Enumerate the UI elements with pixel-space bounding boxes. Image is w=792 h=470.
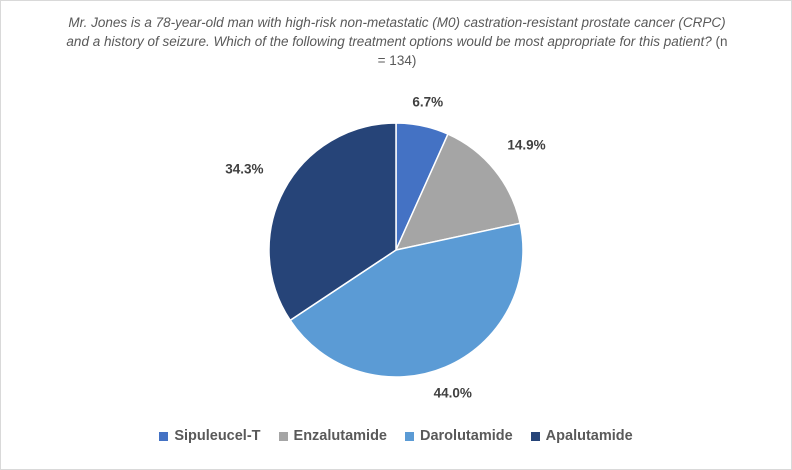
pie-slice-darolutamide	[289, 222, 524, 378]
legend-item-apalutamide: Apalutamide	[530, 428, 633, 444]
legend-swatch	[159, 431, 169, 441]
legend-label: Darolutamide	[420, 428, 513, 444]
legend-label: Enzalutamide	[293, 428, 387, 444]
pie-slice-apalutamide	[268, 122, 397, 322]
legend-swatch	[278, 431, 288, 441]
legend-item-enzalutamide: Enzalutamide	[278, 428, 387, 444]
legend-swatch	[530, 431, 540, 441]
legend-item-darolutamide: Darolutamide	[405, 428, 513, 444]
data-label-darolutamide: 44.0%	[434, 386, 472, 401]
data-label-enzalutamide: 14.9%	[507, 137, 545, 152]
data-label-apalutamide: 34.3%	[225, 162, 263, 177]
legend-swatch	[405, 431, 414, 441]
legend-label: Apalutamide	[545, 428, 633, 444]
sample-size: (n = 134)	[377, 34, 728, 68]
pie-slices	[268, 122, 524, 378]
question-text: Mr. Jones is a 78-year-old man with high…	[66, 15, 726, 49]
pie-slice-enzalutamide	[394, 133, 522, 252]
chart-legend: Sipuleucel-T Enzalutamide Darolutamide Apal…	[0, 428, 792, 444]
chart-title: Mr. Jones is a 78-year-old man with high…	[61, 13, 733, 70]
legend-item-sipuleucel-t: Sipuleucel-T	[159, 428, 261, 444]
legend-label: Sipuleucel-T	[174, 428, 261, 444]
pie-data-labels: 6.7% 14.9% 44.0% 34.3%	[225, 94, 545, 400]
data-label-sipuleucel-t: 6.7%	[412, 94, 443, 109]
